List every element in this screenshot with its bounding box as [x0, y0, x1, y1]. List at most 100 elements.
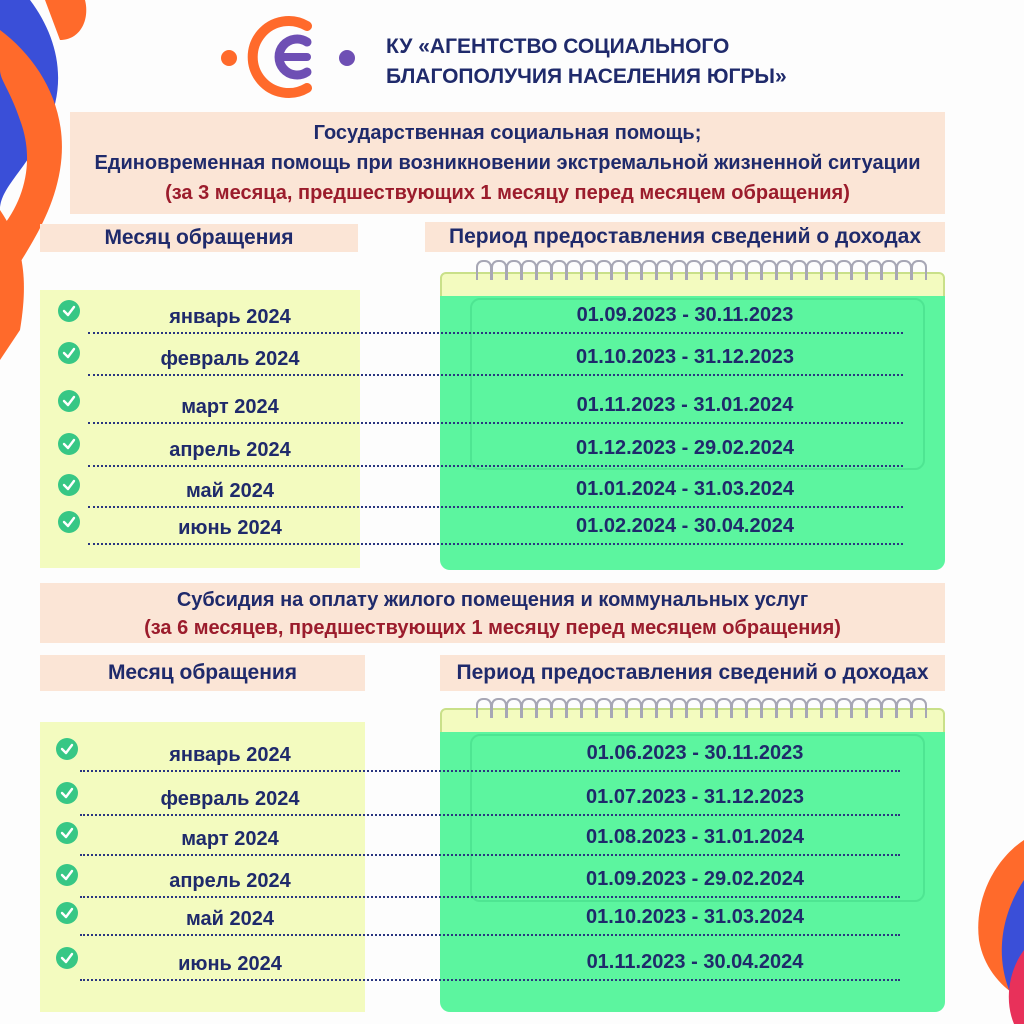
- section2-title: Субсидия на оплату жилого помещения и ко…: [40, 583, 945, 643]
- spiral-ring: [896, 698, 912, 718]
- spiral-ring: [911, 260, 927, 280]
- check-icon: [58, 474, 80, 496]
- section2-title-line1: Субсидия на оплату жилого помещения и ко…: [176, 589, 809, 611]
- spiral-ring: [776, 698, 792, 718]
- row-divider: [80, 896, 900, 898]
- spiral-ring: [746, 260, 762, 280]
- row-divider: [80, 854, 900, 856]
- row-divider: [88, 332, 903, 334]
- spiral-ring: [551, 698, 567, 718]
- period-cell: 01.07.2023 - 31.12.2023: [586, 786, 804, 808]
- row-divider: [80, 979, 900, 981]
- spiral-ring: [506, 698, 522, 718]
- row-divider: [80, 814, 900, 816]
- spiral-ring: [491, 698, 507, 718]
- month-cell: январь 2024: [169, 306, 291, 328]
- spiral-ring: [731, 260, 747, 280]
- spiral-ring: [611, 260, 627, 280]
- row-divider: [88, 506, 903, 508]
- spiral-ring: [881, 260, 897, 280]
- spiral-ring: [626, 698, 642, 718]
- section2-col-month: Месяц обращения: [40, 655, 365, 691]
- spiral-ring: [686, 260, 702, 280]
- spiral-ring: [701, 698, 717, 718]
- check-icon: [56, 864, 78, 886]
- spiral-ring: [836, 260, 852, 280]
- section1-col-period: Период предоставления сведений о доходах: [425, 222, 945, 252]
- section1-subtitle: (за 3 месяца, предшествующих 1 месяцу пе…: [165, 182, 850, 204]
- spiral-ring: [836, 698, 852, 718]
- month-cell: март 2024: [181, 396, 279, 418]
- check-icon: [58, 300, 80, 322]
- period-cell: 01.02.2024 - 30.04.2024: [576, 515, 794, 537]
- spiral-ring: [761, 698, 777, 718]
- month-cell: апрель 2024: [169, 439, 291, 461]
- spiral-ring: [581, 698, 597, 718]
- month-cell: май 2024: [186, 908, 274, 930]
- spiral-ring: [641, 698, 657, 718]
- spiral-ring: [716, 260, 732, 280]
- spiral-ring: [641, 260, 657, 280]
- period-cell: 01.12.2023 - 29.02.2024: [576, 437, 794, 459]
- check-icon: [58, 342, 80, 364]
- section2-notebook: [440, 696, 945, 1012]
- spiral-ring: [671, 698, 687, 718]
- spiral-ring: [506, 260, 522, 280]
- org-name: КУ «АГЕНТСТВО СОЦИАЛЬНОГО БЛАГОПОЛУЧИЯ Н…: [386, 32, 787, 92]
- period-cell: 01.09.2023 - 30.11.2023: [576, 304, 794, 326]
- spiral-ring: [656, 698, 672, 718]
- section1-title: Государственная социальная помощь; Едино…: [70, 112, 945, 214]
- spiral-ring: [911, 698, 927, 718]
- spiral-ring: [821, 698, 837, 718]
- period-cell: 01.11.2023 - 30.04.2024: [586, 951, 804, 973]
- spiral-ring: [581, 260, 597, 280]
- row-divider: [88, 422, 903, 424]
- period-cell: 01.08.2023 - 31.01.2024: [586, 826, 804, 848]
- section1-title-line1: Государственная социальная помощь;: [313, 122, 702, 144]
- month-cell: май 2024: [186, 480, 274, 502]
- section1-col-month: Месяц обращения: [40, 224, 358, 252]
- spiral-ring: [626, 260, 642, 280]
- spiral-ring: [791, 698, 807, 718]
- spiral-ring: [671, 260, 687, 280]
- section1-title-line2: Единовременная помощь при возникновении …: [94, 152, 921, 174]
- section1-month-panel: [40, 290, 360, 568]
- check-icon: [56, 738, 78, 760]
- spiral-ring: [686, 698, 702, 718]
- period-cell: 01.10.2023 - 31.03.2024: [586, 906, 804, 928]
- spiral-ring: [521, 698, 537, 718]
- month-cell: март 2024: [181, 828, 279, 850]
- spiral-ring: [731, 698, 747, 718]
- spiral-ring: [821, 260, 837, 280]
- period-cell: 01.09.2023 - 29.02.2024: [586, 868, 804, 890]
- spiral-ring: [881, 698, 897, 718]
- spiral-ring: [476, 260, 492, 280]
- spiral-ring: [866, 260, 882, 280]
- spiral-ring: [656, 260, 672, 280]
- spiral-ring: [596, 260, 612, 280]
- row-divider: [80, 934, 900, 936]
- spiral-ring: [521, 260, 537, 280]
- spiral-ring: [851, 260, 867, 280]
- row-divider: [88, 374, 903, 376]
- spiral-ring: [896, 260, 912, 280]
- row-divider: [88, 543, 903, 545]
- check-icon: [56, 947, 78, 969]
- spiral-ring: [761, 260, 777, 280]
- spiral-ring: [476, 698, 492, 718]
- check-icon: [58, 433, 80, 455]
- spiral-ring: [536, 698, 552, 718]
- check-icon: [56, 902, 78, 924]
- spiral-ring: [851, 698, 867, 718]
- spiral-ring: [776, 260, 792, 280]
- spiral-ring: [596, 698, 612, 718]
- spiral-ring: [716, 698, 732, 718]
- spiral-ring: [536, 260, 552, 280]
- spiral-ring: [566, 260, 582, 280]
- spiral-ring: [566, 698, 582, 718]
- spiral-ring: [701, 260, 717, 280]
- spiral-ring: [611, 698, 627, 718]
- spiral-ring: [806, 260, 822, 280]
- ribbon-decoration-right: [978, 840, 1024, 1024]
- check-icon: [56, 782, 78, 804]
